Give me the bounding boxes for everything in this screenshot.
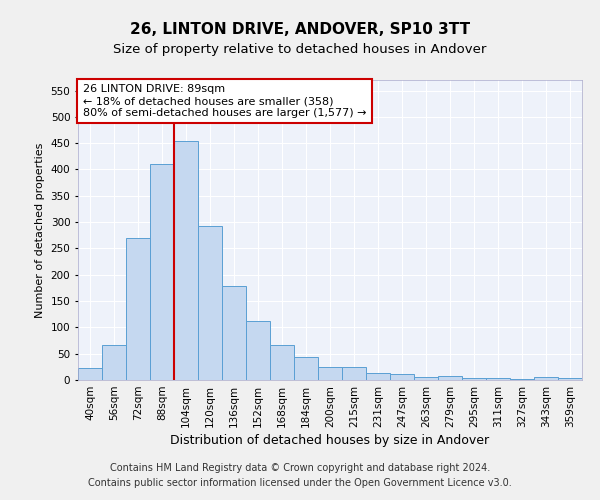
Text: 26 LINTON DRIVE: 89sqm
← 18% of detached houses are smaller (358)
80% of semi-de: 26 LINTON DRIVE: 89sqm ← 18% of detached… [83,84,367,117]
Bar [486,378,510,380]
Bar [246,320,270,380]
Bar [198,226,222,380]
Bar [462,378,486,380]
Text: Size of property relative to detached houses in Andover: Size of property relative to detached ho… [113,42,487,56]
Bar [318,368,342,380]
Bar [150,164,174,380]
Text: 26, LINTON DRIVE, ANDOVER, SP10 3TT: 26, LINTON DRIVE, ANDOVER, SP10 3TT [130,22,470,38]
Bar [390,374,414,380]
Bar [342,368,366,380]
Bar [126,238,150,380]
Text: Contains HM Land Registry data © Crown copyright and database right 2024.
Contai: Contains HM Land Registry data © Crown c… [88,462,512,487]
Y-axis label: Number of detached properties: Number of detached properties [35,142,45,318]
Bar [534,378,558,380]
Bar [270,344,294,380]
Bar [438,376,462,380]
Bar [78,368,102,380]
X-axis label: Distribution of detached houses by size in Andover: Distribution of detached houses by size … [170,434,490,447]
Bar [102,346,126,380]
Bar [414,377,438,380]
Bar [174,140,198,380]
Bar [222,286,246,380]
Bar [510,379,534,380]
Bar [366,372,390,380]
Bar [294,358,318,380]
Bar [558,378,582,380]
